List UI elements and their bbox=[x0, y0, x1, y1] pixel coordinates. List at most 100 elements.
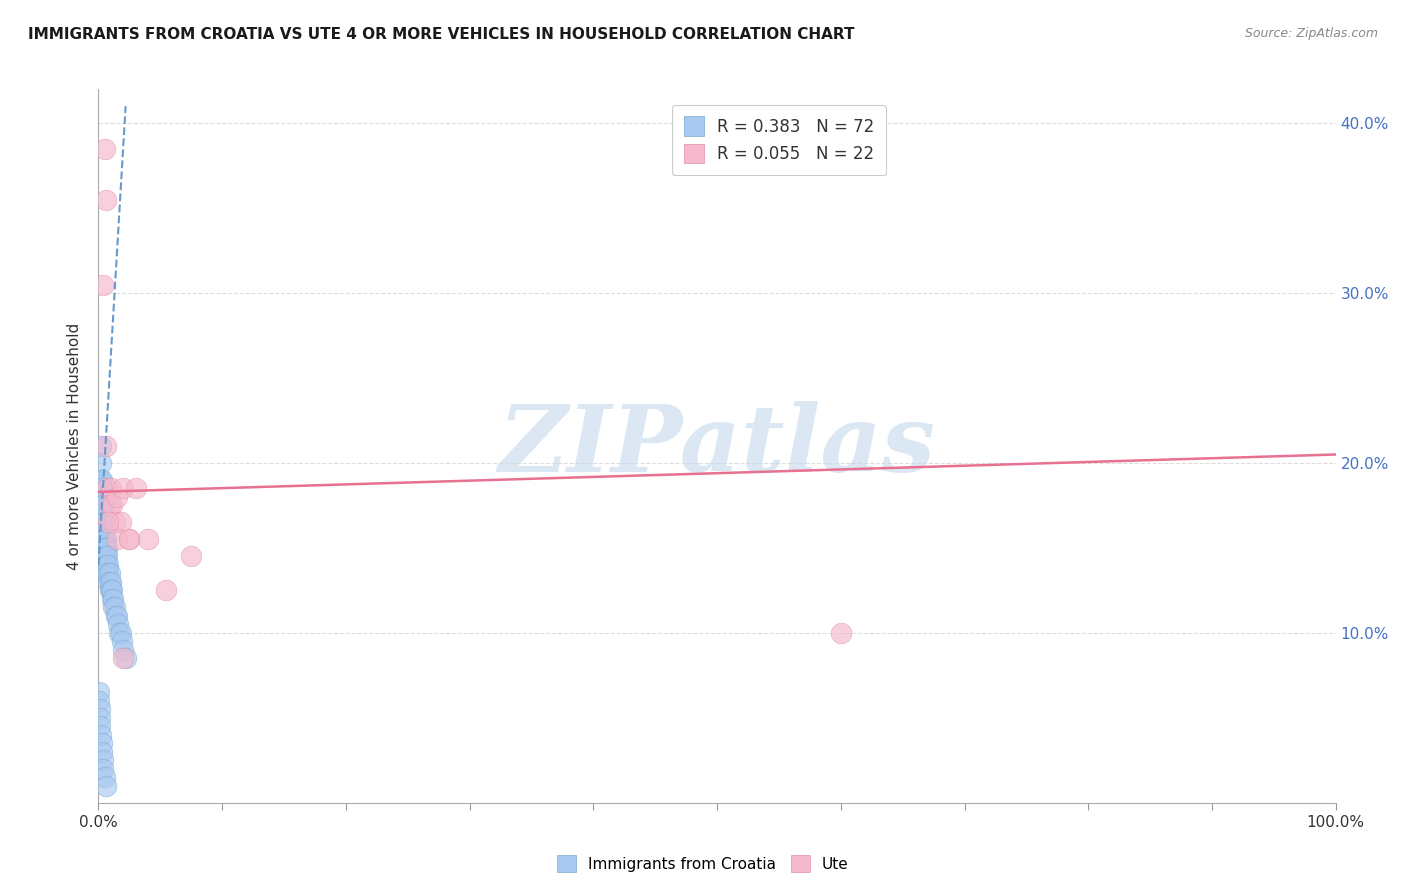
Point bbox=[90, 473, 112, 487]
Point bbox=[93, 770, 115, 784]
Point bbox=[114, 651, 136, 665]
Point bbox=[93, 524, 115, 538]
Point bbox=[104, 608, 127, 623]
Point bbox=[108, 626, 131, 640]
Point bbox=[98, 574, 121, 589]
Point bbox=[93, 516, 115, 530]
Point bbox=[103, 600, 125, 615]
Point bbox=[93, 277, 115, 292]
Point bbox=[105, 490, 128, 504]
Point bbox=[94, 439, 117, 453]
Point bbox=[100, 574, 122, 589]
Point bbox=[97, 574, 120, 589]
Point bbox=[96, 566, 118, 581]
Point bbox=[101, 499, 124, 513]
Point bbox=[91, 507, 114, 521]
Point bbox=[100, 583, 122, 598]
Point bbox=[94, 541, 117, 555]
Text: Source: ZipAtlas.com: Source: ZipAtlas.com bbox=[1244, 27, 1378, 40]
Point bbox=[112, 643, 135, 657]
Point bbox=[103, 591, 125, 606]
Point bbox=[91, 490, 114, 504]
Point bbox=[93, 762, 115, 776]
Point bbox=[105, 533, 128, 547]
Point bbox=[112, 651, 135, 665]
Point bbox=[96, 482, 118, 496]
Point bbox=[89, 473, 111, 487]
Point bbox=[93, 499, 115, 513]
Point bbox=[90, 728, 112, 742]
Point bbox=[94, 558, 117, 572]
Point bbox=[89, 516, 111, 530]
Point bbox=[93, 533, 115, 547]
Point bbox=[91, 499, 114, 513]
Point bbox=[89, 719, 111, 733]
Point bbox=[107, 617, 129, 632]
Point bbox=[89, 482, 111, 496]
Point bbox=[91, 753, 114, 767]
Point bbox=[98, 566, 121, 581]
Point bbox=[136, 533, 159, 547]
Point bbox=[93, 524, 115, 538]
Point bbox=[90, 482, 112, 496]
Point bbox=[96, 558, 118, 572]
Point bbox=[94, 549, 117, 564]
Point bbox=[98, 499, 121, 513]
Point bbox=[118, 533, 141, 547]
Point bbox=[90, 456, 112, 470]
Point bbox=[105, 608, 128, 623]
Point bbox=[112, 482, 135, 496]
Point bbox=[97, 558, 120, 572]
Y-axis label: 4 or more Vehicles in Household: 4 or more Vehicles in Household bbox=[67, 322, 83, 570]
Point bbox=[101, 583, 124, 598]
Point bbox=[101, 591, 124, 606]
Point bbox=[90, 736, 112, 750]
Legend: R = 0.383   N = 72, R = 0.055   N = 22: R = 0.383 N = 72, R = 0.055 N = 22 bbox=[672, 104, 886, 175]
Point bbox=[89, 711, 111, 725]
Point bbox=[103, 516, 125, 530]
Point bbox=[94, 193, 117, 207]
Point bbox=[90, 499, 112, 513]
Point bbox=[97, 516, 120, 530]
Point bbox=[87, 685, 110, 699]
Point bbox=[94, 566, 117, 581]
Point bbox=[111, 634, 134, 648]
Point bbox=[96, 541, 118, 555]
Point bbox=[90, 499, 112, 513]
Point bbox=[91, 490, 114, 504]
Point bbox=[89, 524, 111, 538]
Point bbox=[103, 600, 125, 615]
Point bbox=[100, 482, 122, 496]
Point bbox=[93, 516, 115, 530]
Point bbox=[830, 626, 852, 640]
Point bbox=[97, 566, 120, 581]
Point bbox=[93, 516, 115, 530]
Point bbox=[118, 533, 141, 547]
Point bbox=[110, 626, 132, 640]
Point bbox=[91, 473, 114, 487]
Point bbox=[89, 694, 111, 708]
Point bbox=[89, 702, 111, 716]
Point bbox=[94, 779, 117, 793]
Point bbox=[110, 516, 132, 530]
Point bbox=[93, 541, 115, 555]
Point bbox=[91, 507, 114, 521]
Point bbox=[155, 583, 177, 598]
Point bbox=[90, 439, 112, 453]
Text: IMMIGRANTS FROM CROATIA VS UTE 4 OR MORE VEHICLES IN HOUSEHOLD CORRELATION CHART: IMMIGRANTS FROM CROATIA VS UTE 4 OR MORE… bbox=[28, 27, 855, 42]
Point bbox=[93, 507, 115, 521]
Legend: Immigrants from Croatia, Ute: Immigrants from Croatia, Ute bbox=[550, 847, 856, 880]
Point bbox=[89, 507, 111, 521]
Point bbox=[93, 142, 115, 156]
Point bbox=[94, 533, 117, 547]
Point bbox=[93, 558, 115, 572]
Point bbox=[124, 482, 146, 496]
Point bbox=[91, 745, 114, 759]
Point bbox=[93, 499, 115, 513]
Point bbox=[91, 482, 114, 496]
Point bbox=[98, 583, 121, 598]
Point bbox=[93, 549, 115, 564]
Point bbox=[180, 549, 202, 564]
Point bbox=[96, 549, 118, 564]
Text: ZIPatlas: ZIPatlas bbox=[499, 401, 935, 491]
